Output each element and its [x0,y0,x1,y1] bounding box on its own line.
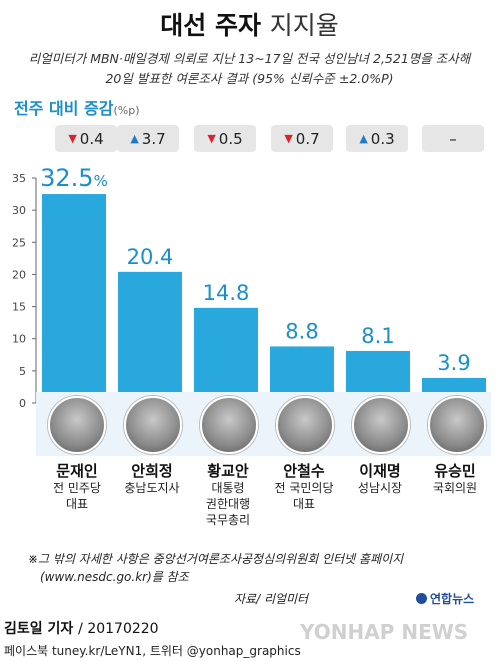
bar-value-label: 8.1 [361,324,394,348]
change-badge-2: ▼ 0.5 [194,125,256,152]
date: / 20170220 [78,621,159,637]
subtitle-line-1: 리얼미터가 MBN·매일경제 의뢰로 지난 13~17일 전국 성인남녀 2,5… [28,51,471,66]
source-label: 자료/ 리얼미터 [234,592,309,606]
logo-text: 연합뉴스 [430,592,475,606]
y-tick-label: 0 [19,397,26,410]
change-value: – [449,129,457,148]
candidate-role: 전 민주당 [53,481,101,495]
change-title: 전주 대비 증감(%p) [14,95,140,119]
candidate-role: 대통령 [211,481,245,495]
candidate-role: 국회의원 [432,481,478,495]
candidate-photo-avatar [276,396,334,454]
change-value: 0.7 [295,129,320,148]
change-badge-4: ▲ 0.3 [346,125,408,152]
author: 김토일 기자 [4,621,74,637]
page-title: 대선 주자 지지율 [0,6,499,42]
social-links: 페이스북 tuney.kr/LeYN1, 트위터 @yonhap_graphic… [4,644,301,658]
candidate-photo-avatar [124,396,182,454]
candidate-photo-avatar [48,396,106,454]
bar-value-label: 14.8 [203,281,250,305]
change-badge-5: – [422,125,484,152]
candidate-role: 성남시장 [357,481,403,495]
change-badge-3: ▼ 0.7 [271,125,333,152]
candidate-photo-avatar [428,396,486,454]
change-value: 3.7 [141,129,166,148]
bar [42,194,106,403]
candidate-photo-avatar [352,396,410,454]
y-tick-label: 10 [12,333,26,346]
bar-value-label: 32.5% [40,164,108,192]
candidate-role: 대표 [292,497,316,511]
candidate-name: 유승민 [434,462,476,480]
footnote-line-1: ※그 밖의 자세한 사항은 중앙선거여론조사공정심의위원회 인터넷 홈페이지 [28,552,404,566]
change-badge-0: ▼ 0.4 [55,125,117,152]
change-badge-1: ▲ 3.7 [117,125,179,152]
candidate-name: 황교안 [207,462,249,480]
footnote-line-2: (www.nesdc.go.kr)를 참조 [40,570,189,584]
candidate-role: 전 국민의당 [274,481,334,495]
down-arrow-icon: ▼ [284,132,293,145]
down-arrow-icon: ▼ [207,132,216,145]
candidate-role: 대표 [65,497,89,511]
candidate-photo-band [36,392,491,456]
candidate-name: 이재명 [359,462,401,480]
change-title-text: 전주 대비 증감 [14,99,114,118]
yonhap-logo-icon [416,593,427,604]
change-unit: (%p) [113,104,140,117]
bar [118,271,182,403]
candidate-role: 충남도지사 [124,481,180,495]
candidate-role: 권한대행 [205,497,251,511]
subtitle-line-2: 20일 발표한 여론조사 결과 (95% 신뢰수준 ±2.0%P) [105,71,394,86]
bar-value-label: 20.4 [127,245,174,269]
y-tick-label: 25 [12,236,26,249]
y-tick-label: 15 [12,301,26,314]
y-tick-label: 20 [12,268,26,281]
up-arrow-icon: ▲ [359,132,368,145]
up-arrow-icon: ▲ [130,132,139,145]
title-light: 지지율 [269,11,339,40]
y-tick-label: 35 [12,172,26,185]
change-value: 0.3 [370,129,395,148]
y-tick-label: 30 [12,204,26,217]
yonhap-logo: 연합뉴스 [416,590,474,607]
change-value: 0.5 [218,129,243,148]
byline: 김토일 기자 / 20170220 [4,618,159,638]
bar [194,307,258,403]
candidate-name: 문재인 [56,462,98,480]
down-arrow-icon: ▼ [68,132,77,145]
candidate-name: 안철수 [283,462,325,480]
bar-value-label: 3.9 [437,351,470,375]
bar-value-label: 8.8 [285,319,318,343]
candidate-photo-avatar [200,396,258,454]
candidate-role: 국무총리 [205,513,251,527]
change-value: 0.4 [79,129,104,148]
y-tick-label: 5 [19,365,26,378]
candidate-name: 안희정 [131,462,173,480]
bar-value-unit: % [94,172,108,190]
watermark: YONHAP NEWS [300,620,469,644]
title-bold: 대선 주자 [160,11,261,40]
